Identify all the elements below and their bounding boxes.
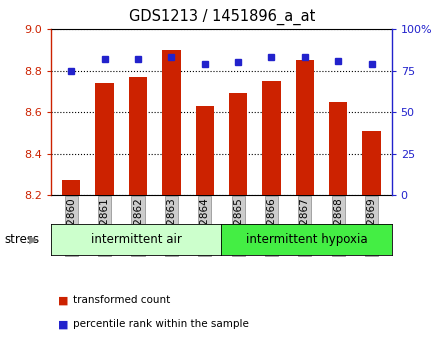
- Bar: [229, 93, 247, 195]
- Text: GDS1213 / 1451896_a_at: GDS1213 / 1451896_a_at: [129, 9, 316, 25]
- Bar: [262, 81, 281, 195]
- Text: transformed count: transformed count: [73, 295, 171, 305]
- Text: intermittent hypoxia: intermittent hypoxia: [246, 233, 367, 246]
- Text: stress: stress: [4, 233, 40, 246]
- Bar: [329, 102, 348, 195]
- Bar: [62, 180, 81, 195]
- Bar: [95, 83, 114, 195]
- Bar: [195, 106, 214, 195]
- Text: ■: ■: [58, 319, 69, 329]
- Bar: [362, 131, 381, 195]
- Text: ■: ■: [58, 295, 69, 305]
- Bar: [162, 50, 181, 195]
- Text: percentile rank within the sample: percentile rank within the sample: [73, 319, 249, 329]
- Text: intermittent air: intermittent air: [91, 233, 182, 246]
- Text: ▶: ▶: [29, 235, 38, 245]
- Bar: [129, 77, 147, 195]
- Bar: [295, 60, 314, 195]
